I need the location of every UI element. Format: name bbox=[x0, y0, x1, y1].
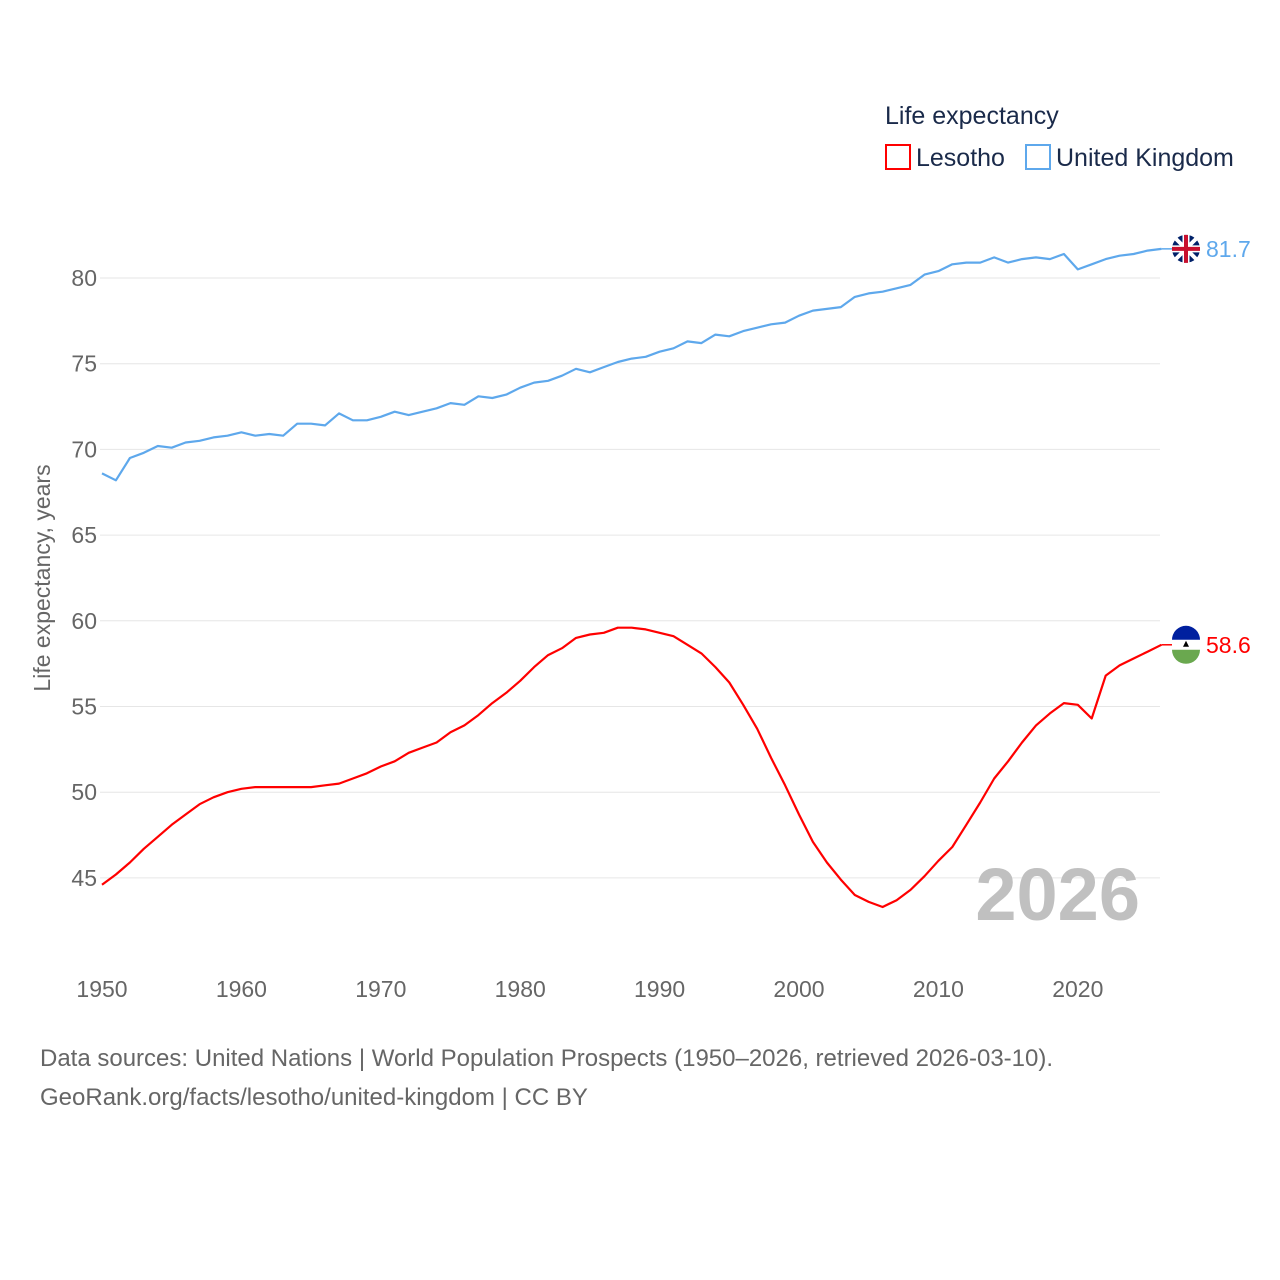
legend: Life expectancy Lesotho United Kingdom bbox=[885, 102, 1234, 172]
y-tick-label: 70 bbox=[71, 436, 97, 462]
y-tick-label: 50 bbox=[71, 779, 97, 805]
x-tick-label: 1980 bbox=[495, 976, 546, 1002]
uk-flag-cross-red bbox=[1172, 234, 1200, 263]
footer-attribution[interactable]: GeoRank.org/facts/lesotho/united-kingdom… bbox=[40, 1084, 588, 1111]
lesotho-flag-blue bbox=[1172, 625, 1200, 640]
x-tick-label: 1990 bbox=[634, 976, 685, 1002]
footer-sources: Data sources: United Nations | World Pop… bbox=[40, 1045, 1054, 1072]
legend-label-lesotho[interactable]: Lesotho bbox=[916, 144, 1005, 172]
y-tick-label: 55 bbox=[71, 694, 97, 720]
y-axis-title: Life expectancy, years bbox=[29, 464, 55, 691]
watermark-year: 2026 bbox=[975, 853, 1140, 936]
x-tick-label: 2010 bbox=[913, 976, 964, 1002]
lesotho-hat-icon bbox=[1183, 640, 1189, 647]
y-tick-label: 60 bbox=[71, 608, 97, 634]
y-tick-label: 75 bbox=[71, 351, 97, 377]
y-tick-label: 45 bbox=[71, 865, 97, 891]
end-value-label: 81.7 bbox=[1206, 236, 1251, 262]
series-line-united-kingdom bbox=[101, 247, 1162, 482]
x-tick-label: 1970 bbox=[355, 976, 406, 1002]
x-tick-label: 1950 bbox=[76, 976, 127, 1002]
x-tick-label: 2000 bbox=[773, 976, 824, 1002]
end-value-label: 58.6 bbox=[1206, 632, 1251, 658]
x-tick-label: 2020 bbox=[1052, 976, 1103, 1002]
legend-swatch-united-kingdom[interactable] bbox=[1025, 144, 1051, 170]
y-tick-label: 80 bbox=[71, 265, 97, 291]
legend-title: Life expectancy bbox=[885, 102, 1059, 130]
y-tick-label: 65 bbox=[71, 522, 97, 548]
x-tick-label: 1960 bbox=[216, 976, 267, 1002]
legend-label-united-kingdom[interactable]: United Kingdom bbox=[1056, 144, 1234, 172]
legend-swatch-lesotho[interactable] bbox=[885, 144, 911, 170]
lesotho-flag-green bbox=[1172, 649, 1200, 664]
series-line-lesotho bbox=[101, 626, 1162, 909]
